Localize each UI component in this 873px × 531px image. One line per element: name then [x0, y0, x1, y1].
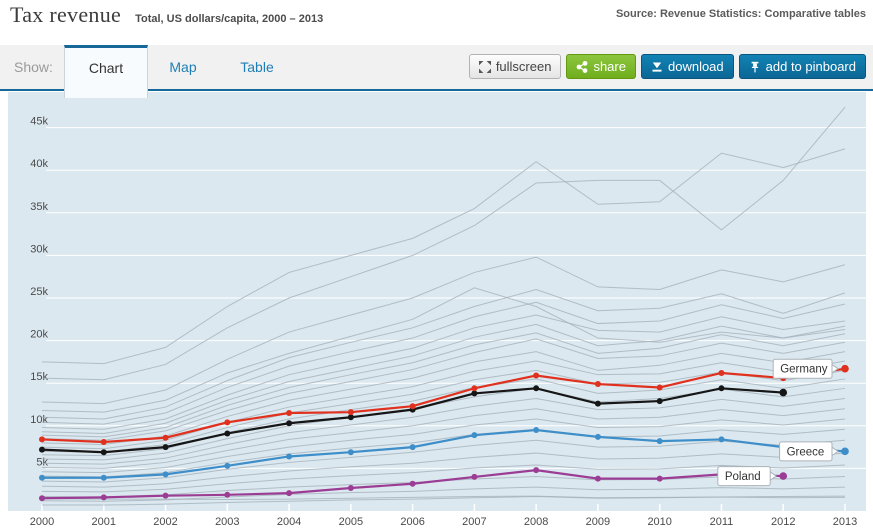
svg-text:45k: 45k [30, 116, 48, 128]
svg-text:Poland: Poland [725, 471, 761, 483]
svg-text:30k: 30k [30, 243, 48, 255]
tax-revenue-line-chart[interactable]: 5k 10k 15k 20k 25k 30k 35k 40k 45k 2000 2001 2002 20… [8, 92, 866, 531]
svg-text:2006: 2006 [400, 516, 424, 528]
svg-text:10k: 10k [30, 414, 48, 426]
tab-map[interactable]: Map [169, 59, 197, 75]
svg-text:2004: 2004 [277, 516, 301, 528]
action-buttons: fullscreen share download [468, 54, 866, 79]
svg-text:5k: 5k [36, 456, 48, 468]
share-button-label: share [593, 59, 626, 74]
fullscreen-button-label: fullscreen [495, 59, 552, 74]
svg-text:2002: 2002 [153, 516, 177, 528]
download-icon [652, 62, 662, 72]
svg-text:2008: 2008 [524, 516, 548, 528]
fullscreen-button[interactable]: fullscreen [468, 54, 562, 79]
svg-text:2005: 2005 [339, 516, 363, 528]
svg-text:Greece: Greece [787, 446, 825, 458]
svg-text:15k: 15k [30, 371, 48, 383]
svg-text:2011: 2011 [710, 516, 734, 528]
svg-text:35k: 35k [30, 201, 48, 213]
svg-text:2001: 2001 [92, 516, 116, 528]
download-button[interactable]: download [640, 54, 734, 79]
page-subtitle: Total, US dollars/capita, 2000 – 2013 [135, 13, 324, 25]
download-button-label: download [667, 59, 724, 74]
svg-text:25k: 25k [30, 286, 48, 298]
svg-text:20k: 20k [30, 329, 48, 341]
show-label: Show: [14, 59, 53, 75]
svg-text:2013: 2013 [833, 516, 857, 528]
svg-text:Germany: Germany [780, 364, 828, 376]
source-text: Source: Revenue Statistics: Comparative … [615, 8, 866, 20]
svg-text:2003: 2003 [215, 516, 239, 528]
page-title: Tax revenue [10, 2, 122, 27]
fullscreen-icon [478, 60, 491, 73]
share-button[interactable]: share [566, 54, 636, 79]
view-toolbar: Show: Chart Map Table fullscreen [0, 45, 873, 98]
chart-area: 5k 10k 15k 20k 25k 30k 35k 40k 45k 2000 2001 2002 20… [8, 92, 866, 531]
svg-text:2007: 2007 [462, 516, 486, 528]
svg-text:2000: 2000 [30, 516, 54, 528]
header: Tax revenue Total, US dollars/capita, 20… [0, 0, 873, 45]
share-icon [577, 60, 588, 73]
add-to-pinboard-button[interactable]: add to pinboard [738, 54, 866, 79]
tab-chart[interactable]: Chart [64, 45, 148, 98]
add-to-pinboard-button-label: add to pinboard [765, 59, 856, 74]
svg-text:2012: 2012 [771, 516, 795, 528]
svg-text:2010: 2010 [647, 516, 671, 528]
tab-table[interactable]: Table [240, 59, 274, 75]
svg-text:2009: 2009 [586, 516, 610, 528]
pin-icon [751, 61, 759, 72]
svg-text:40k: 40k [30, 158, 48, 170]
